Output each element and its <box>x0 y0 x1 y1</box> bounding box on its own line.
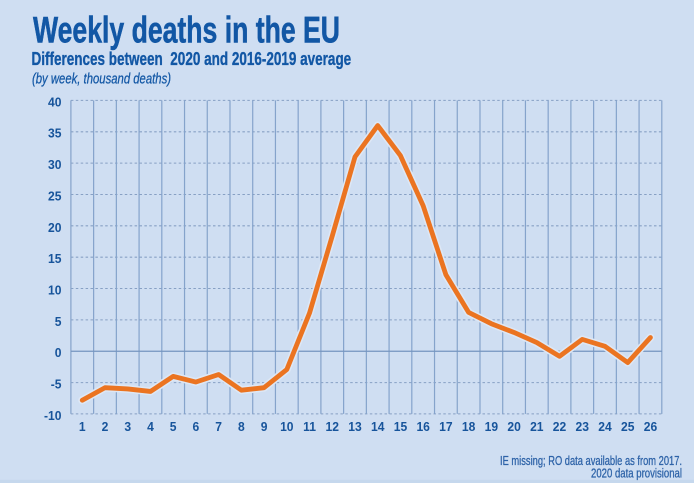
svg-text:21: 21 <box>530 419 543 435</box>
svg-text:Weekly deaths in the EU: Weekly deaths in the EU <box>33 9 340 50</box>
svg-text:7: 7 <box>215 419 222 435</box>
svg-text:Differences between 2020 and: Differences between 2020 and 2016-2019 a… <box>32 48 352 69</box>
svg-text:15: 15 <box>48 251 61 267</box>
svg-text:16: 16 <box>416 419 429 435</box>
svg-text:(by week, thousand deaths): (by week, thousand deaths) <box>32 72 171 88</box>
svg-text:15: 15 <box>394 419 407 435</box>
svg-text:18: 18 <box>462 419 475 435</box>
svg-text:20: 20 <box>507 419 520 435</box>
svg-text:1: 1 <box>79 419 86 435</box>
svg-text:12: 12 <box>326 419 339 435</box>
svg-text:10: 10 <box>48 282 61 298</box>
svg-text:6: 6 <box>193 419 200 435</box>
svg-text:23: 23 <box>576 419 589 435</box>
svg-text:22: 22 <box>553 419 566 435</box>
svg-text:-5: -5 <box>51 376 62 392</box>
svg-text:25: 25 <box>48 188 61 204</box>
svg-text:14: 14 <box>371 419 384 435</box>
svg-text:20: 20 <box>48 219 61 235</box>
svg-text:25: 25 <box>621 419 634 435</box>
svg-text:40: 40 <box>48 94 61 110</box>
svg-text:26: 26 <box>644 419 657 435</box>
svg-text:3: 3 <box>124 419 131 435</box>
svg-text:5: 5 <box>55 313 62 329</box>
svg-text:-10: -10 <box>44 407 61 423</box>
svg-text:10: 10 <box>280 419 293 435</box>
svg-text:17: 17 <box>439 419 452 435</box>
svg-text:2: 2 <box>102 419 109 435</box>
svg-text:8: 8 <box>238 419 245 435</box>
svg-text:4: 4 <box>147 419 154 435</box>
svg-text:35: 35 <box>48 125 61 141</box>
svg-text:0: 0 <box>55 345 62 361</box>
svg-text:5: 5 <box>170 419 177 435</box>
svg-text:9: 9 <box>261 419 268 435</box>
svg-text:13: 13 <box>348 419 361 435</box>
svg-text:2020 data provisional: 2020 data provisional <box>591 466 682 480</box>
svg-text:IE missing; RO data available: IE missing; RO data available as from 20… <box>500 454 682 468</box>
svg-text:11: 11 <box>303 419 316 435</box>
svg-text:30: 30 <box>48 156 61 172</box>
svg-text:19: 19 <box>485 419 498 435</box>
svg-text:24: 24 <box>598 419 611 435</box>
